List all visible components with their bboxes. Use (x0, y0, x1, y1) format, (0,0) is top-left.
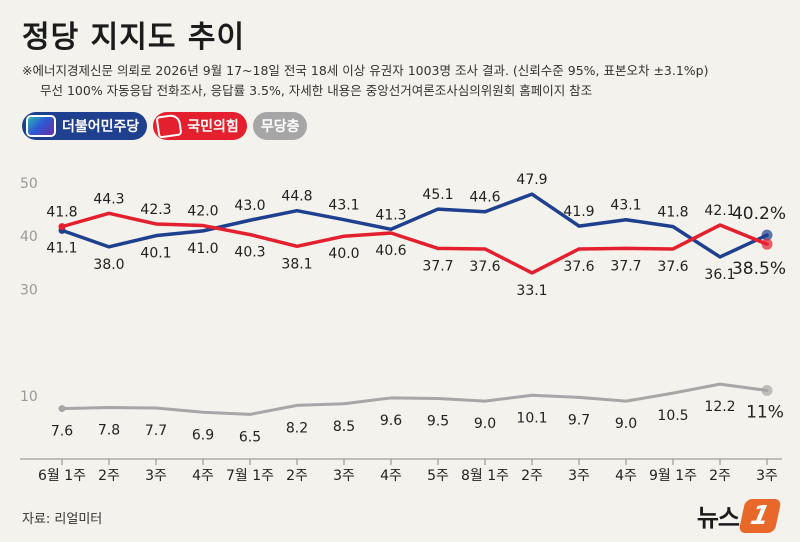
data-label-independent: 7.8 (98, 423, 120, 439)
x-tick-label: 2주 (98, 468, 120, 484)
x-tick-label: 3주 (568, 468, 590, 484)
data-label-independent: 10.5 (657, 408, 688, 424)
data-label-dp: 38.0 (93, 257, 124, 273)
legend-item-independent: 무당층 (252, 112, 308, 140)
data-label-independent: 8.2 (286, 420, 308, 436)
data-label-independent: 9.6 (380, 413, 402, 429)
x-tick-label: 5주 (427, 468, 449, 484)
series-line-none (60, 382, 769, 416)
series-lines (58, 192, 773, 416)
x-tick-label: 6월 1주 (38, 468, 86, 484)
survey-note-line2: 무선 100% 자동응답 전화조사, 응답률 3.5%, 자세한 내용은 중앙선… (40, 83, 593, 98)
axes: 50 40 30 10 6월 1주 2주 3주 4주 7월 1주 2주 3주 4주 5주 8월 1주 2주 3… (20, 176, 782, 484)
data-label-dp: 47.9 (516, 172, 547, 188)
data-label-independent: 9.5 (427, 413, 449, 429)
data-label-ppp: 44.3 (93, 191, 124, 207)
series-end-point-none (761, 384, 773, 396)
x-tick-label: 8월 1주 (461, 468, 509, 484)
data-label-ppp: 38.1 (281, 256, 312, 272)
logo-mark-icon: 1 (738, 498, 782, 533)
dp-logo-icon (26, 115, 56, 137)
legend-label-dp: 더불어민주당 (62, 119, 140, 135)
data-label-dp: 40.1 (140, 246, 171, 262)
data-label-dp: 44.8 (281, 189, 312, 205)
data-label-independent: 8.5 (333, 419, 355, 435)
x-tick-label: 7월 1주 (226, 468, 274, 484)
data-label-dp: 45.1 (422, 187, 453, 203)
data-label-dp: 43.0 (234, 198, 265, 214)
series-end-point-ppp (761, 238, 773, 250)
data-label-dp: 41.1 (46, 240, 77, 256)
data-label-ppp: 33.1 (516, 283, 547, 299)
data-label-independent: 7.6 (51, 424, 73, 440)
x-tick-label: 3주 (333, 468, 355, 484)
data-label-ppp: 42.3 (140, 202, 171, 218)
data-label-ppp: 37.6 (657, 259, 688, 275)
source-credit: 자료: 리얼미터 (22, 512, 103, 527)
legend-label-independent: 무당층 (260, 119, 300, 135)
data-label-dp: 41.9 (563, 204, 594, 220)
series-start-point-ppp (58, 223, 66, 231)
survey-note-line1: ※에너지경제신문 의뢰로 2026년 9월 17~18일 전국 18세 이상 유… (22, 63, 709, 78)
data-label-ppp: 40.3 (234, 245, 265, 261)
page-title: 정당 지지도 추이 (22, 20, 246, 55)
data-label-ppp: 37.7 (610, 258, 641, 274)
data-label-dp: 41.0 (187, 241, 218, 257)
x-tick-label: 2주 (286, 468, 308, 484)
data-label-independent: 12.2 (704, 399, 735, 415)
data-label-ppp: 40.6 (375, 243, 406, 259)
data-label-independent: 10.1 (516, 410, 547, 426)
legend-item-ppp: 국민의힘 (153, 112, 247, 140)
data-label-independent: 9.7 (568, 412, 590, 428)
data-label-dp: 40.2% (732, 204, 786, 224)
x-tick-label: 3주 (145, 468, 167, 484)
x-tick-label: 2주 (521, 468, 543, 484)
data-label-ppp: 42.0 (187, 204, 218, 220)
x-tick-label: 4주 (615, 468, 637, 484)
data-label-dp: 43.1 (328, 198, 359, 214)
y-tick-label: 30 (20, 282, 38, 298)
series-line-ppp (60, 211, 769, 275)
data-label-ppp: 37.6 (563, 259, 594, 275)
data-label-independent: 11% (746, 402, 784, 422)
legend-label-ppp: 국민의힘 (187, 119, 239, 135)
legend: 더불어민주당 국민의힘 무당층 (22, 112, 313, 140)
series-line-dp (60, 192, 769, 259)
data-label-ppp: 38.5% (732, 259, 786, 279)
series-start-point-none (58, 405, 66, 413)
data-label-independent: 9.0 (615, 416, 637, 432)
data-label-independent: 6.5 (239, 429, 261, 445)
y-tick-label: 40 (20, 229, 38, 245)
data-label-dp: 36.1 (704, 267, 735, 283)
data-label-independent: 6.9 (192, 427, 214, 443)
x-tick-label: 9월 1주 (649, 468, 697, 484)
data-label-dp: 41.3 (375, 207, 406, 223)
data-label-ppp: 41.8 (46, 205, 77, 221)
data-label-ppp: 40.0 (328, 246, 359, 262)
y-tick-label: 50 (20, 176, 38, 192)
data-label-independent: 7.7 (145, 423, 167, 439)
x-tick-label: 4주 (380, 468, 402, 484)
logo-text: 뉴스 (696, 504, 740, 532)
data-label-dp: 43.1 (610, 198, 641, 214)
data-label-ppp: 37.7 (422, 258, 453, 274)
x-tick-label: 4주 (192, 468, 214, 484)
x-tick-label: 2주 (709, 468, 731, 484)
data-labels: 41.1 41.8 7.6 38.0 44.3 7.8 40.1 42.3 7.7 41.0 42.… (46, 172, 786, 445)
data-label-ppp: 42.1 (704, 203, 735, 219)
y-tick-label: 10 (20, 389, 38, 405)
series-end-point-dp (761, 229, 773, 241)
x-tick-label: 3주 (756, 468, 778, 484)
data-label-ppp: 37.6 (469, 259, 500, 275)
data-label-independent: 9.0 (474, 416, 496, 432)
data-label-dp: 41.8 (657, 205, 688, 221)
data-label-dp: 44.6 (469, 190, 500, 206)
news1-logo: 뉴스 1 (696, 498, 782, 533)
legend-item-dp: 더불어민주당 (22, 112, 148, 140)
